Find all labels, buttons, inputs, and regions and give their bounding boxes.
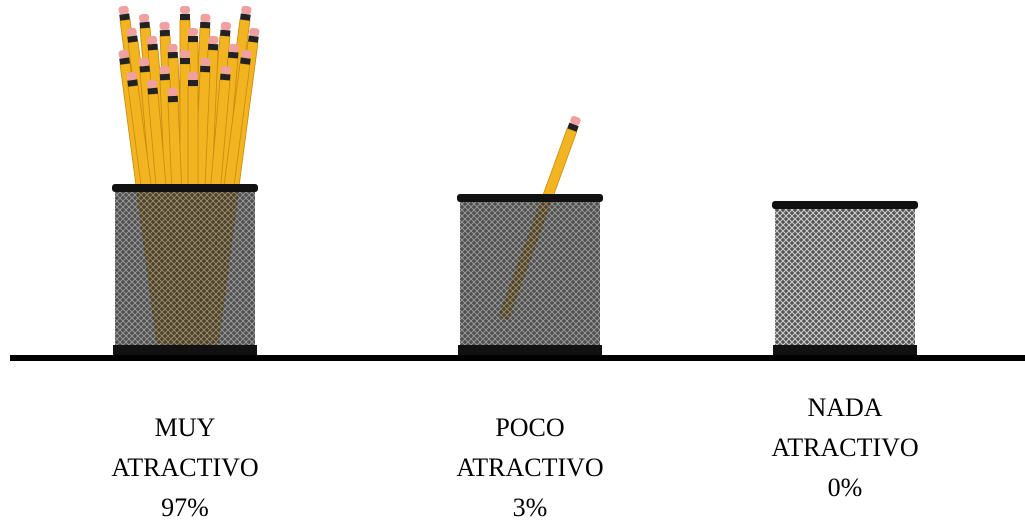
pencil-eraser bbox=[220, 65, 231, 75]
pencil-eraser bbox=[241, 49, 252, 59]
pencil-eraser bbox=[188, 72, 198, 80]
pencil-ferrule bbox=[180, 14, 190, 20]
pencil-eraser bbox=[220, 21, 231, 31]
pencil-eraser bbox=[200, 13, 211, 23]
pencil-eraser bbox=[570, 115, 581, 126]
pencil-cup bbox=[112, 184, 258, 355]
pencil-ferrule bbox=[127, 35, 138, 43]
cup-base bbox=[113, 345, 257, 355]
pencil-ferrule bbox=[240, 57, 251, 65]
cup-body bbox=[775, 205, 915, 355]
pencil-ferrule bbox=[567, 122, 579, 132]
pencil-eraser bbox=[188, 28, 198, 36]
pencil-ferrule bbox=[127, 79, 138, 87]
pencil-eraser bbox=[241, 5, 252, 15]
pencil-eraser bbox=[167, 43, 178, 53]
category-label: MUY ATRACTIVO bbox=[111, 413, 259, 482]
pencil-cup bbox=[772, 201, 918, 355]
pencil-ferrule bbox=[147, 43, 158, 51]
pencil-eraser bbox=[200, 57, 211, 67]
pencil-eraser bbox=[139, 13, 150, 23]
value-label: 97% bbox=[161, 493, 209, 522]
cup-layer bbox=[112, 184, 918, 355]
pencil-eraser bbox=[126, 71, 137, 81]
pencil-ferrule bbox=[200, 21, 211, 29]
pencil-eraser bbox=[208, 35, 219, 45]
pencil-eraser bbox=[180, 6, 190, 14]
pencil-ferrule bbox=[188, 80, 198, 86]
pencil-eraser bbox=[249, 27, 260, 37]
cup-body bbox=[460, 198, 600, 355]
pencil-ferrule bbox=[119, 13, 130, 21]
pencil-ferrule bbox=[228, 51, 239, 59]
pencil-eraser bbox=[180, 50, 190, 58]
pencil-ferrule bbox=[119, 57, 130, 65]
cup-rim bbox=[457, 194, 603, 202]
pencil-ferrule bbox=[139, 65, 150, 73]
pencil-ferrule bbox=[167, 51, 178, 59]
pencil-eraser bbox=[159, 21, 170, 31]
cup-rim bbox=[112, 184, 258, 192]
cup-rim bbox=[772, 201, 918, 209]
value-label: 3% bbox=[512, 493, 548, 522]
pencil-eraser bbox=[147, 79, 158, 89]
pencil-ferrule bbox=[240, 13, 251, 21]
pencil-eraser bbox=[228, 43, 239, 53]
pencil-eraser bbox=[167, 87, 178, 97]
pencil-eraser bbox=[139, 57, 150, 67]
pencil-ferrule bbox=[220, 73, 231, 81]
category-label: NADA ATRACTIVO bbox=[771, 393, 919, 462]
value-label: 0% bbox=[827, 473, 863, 502]
cup-base bbox=[458, 345, 602, 355]
pencil-ferrule bbox=[220, 29, 231, 37]
pencil-eraser bbox=[147, 35, 158, 45]
category-label: POCO ATRACTIVO bbox=[456, 413, 604, 482]
pencil-ferrule bbox=[167, 95, 178, 103]
baseline bbox=[10, 355, 1025, 361]
pencil-ferrule bbox=[188, 36, 198, 42]
cup-body bbox=[115, 188, 255, 355]
pencil-ferrule bbox=[147, 87, 158, 95]
pencil-ferrule bbox=[159, 29, 170, 37]
pencil-ferrule bbox=[208, 43, 219, 51]
pencil-ferrule bbox=[159, 73, 170, 81]
pencil-ferrule bbox=[248, 35, 259, 43]
pencil-ferrule bbox=[139, 21, 150, 29]
pencil-ferrule bbox=[200, 65, 211, 73]
pencil-eraser bbox=[126, 27, 137, 37]
pencil-eraser bbox=[118, 49, 129, 59]
cup-base bbox=[773, 345, 917, 355]
pencil-cup bbox=[457, 194, 603, 355]
pencil-ferrule bbox=[180, 58, 190, 64]
pencil-eraser bbox=[159, 65, 170, 75]
pencil-eraser bbox=[118, 5, 129, 15]
